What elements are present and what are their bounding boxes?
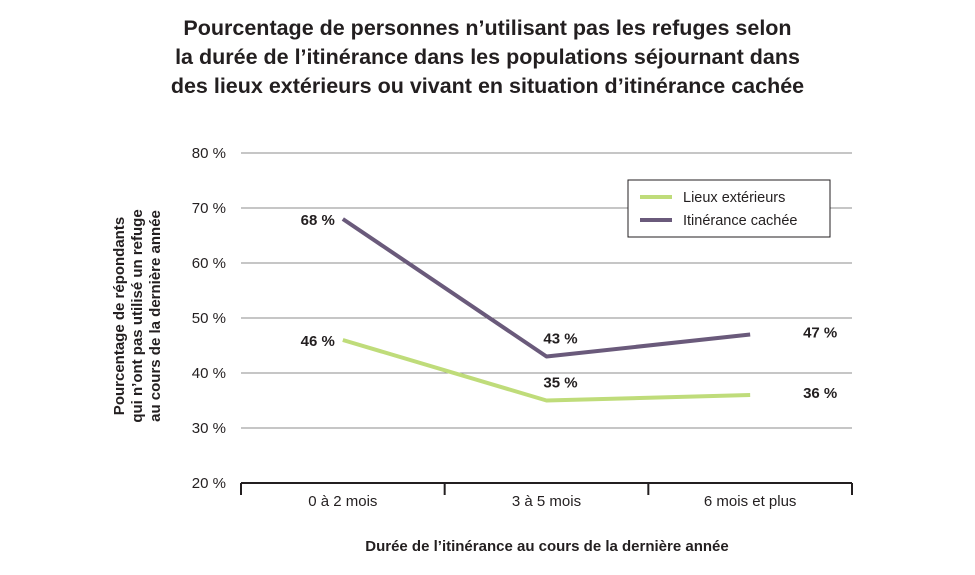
- y-tick-label: 50 %: [192, 310, 226, 327]
- chart-title-line: des lieux extérieurs ou vivant en situat…: [170, 74, 805, 98]
- x-category-label: 6 mois et plus: [704, 493, 797, 510]
- data-label: 47 %: [803, 325, 837, 342]
- data-label: 35 %: [543, 375, 577, 392]
- y-tick-label: 20 %: [192, 475, 226, 492]
- legend: Lieux extérieurs Itinérance cachée: [627, 179, 831, 238]
- data-labels: 46 % 35 % 36 % 68 % 43 % 47 %: [301, 212, 838, 402]
- y-tick-label: 40 %: [192, 365, 226, 382]
- chart-title: Pourcentage de personnes n’utilisant pas…: [0, 14, 975, 101]
- chart-title-line: Pourcentage de personnes n’utilisant pas…: [183, 16, 792, 40]
- series-lines: [341, 217, 751, 403]
- y-tick-label: 60 %: [192, 255, 226, 272]
- legend-label-lieux-exterieurs: Lieux extérieurs: [683, 190, 785, 206]
- x-category-label: 0 à 2 mois: [308, 493, 377, 510]
- x-category-label: 3 à 5 mois: [512, 493, 581, 510]
- y-axis-title: Pourcentage de répondants qui n’ont pas …: [111, 209, 164, 422]
- data-label: 46 %: [301, 333, 335, 350]
- chart-title-line: la durée de l’itinérance dans les popula…: [175, 45, 800, 69]
- y-axis-ticks: 20 % 30 % 40 % 50 % 60 % 70 % 80 %: [192, 145, 226, 492]
- data-label: 43 %: [543, 331, 577, 348]
- y-axis-title-line: au cours de la dernière année: [147, 210, 164, 422]
- y-tick-label: 70 %: [192, 200, 226, 217]
- legend-box: [627, 179, 831, 238]
- data-label: 68 %: [301, 212, 335, 229]
- x-axis-title: Durée de l’itinérance au cours de la der…: [365, 538, 728, 555]
- data-label: 36 %: [803, 385, 837, 402]
- series-line-lieux-exterieurs: [342, 338, 751, 403]
- y-axis-title-line: Pourcentage de répondants: [111, 217, 128, 415]
- series-line-itinerance-cachee: [341, 217, 751, 359]
- y-tick-label: 30 %: [192, 420, 226, 437]
- legend-label-itinerance-cachee: Itinérance cachée: [683, 213, 797, 229]
- y-axis-title-line: qui n’ont pas utilisé un refuge: [129, 209, 146, 422]
- y-tick-label: 80 %: [192, 145, 226, 162]
- x-axis: 0 à 2 mois 3 à 5 mois 6 mois et plus: [240, 482, 853, 510]
